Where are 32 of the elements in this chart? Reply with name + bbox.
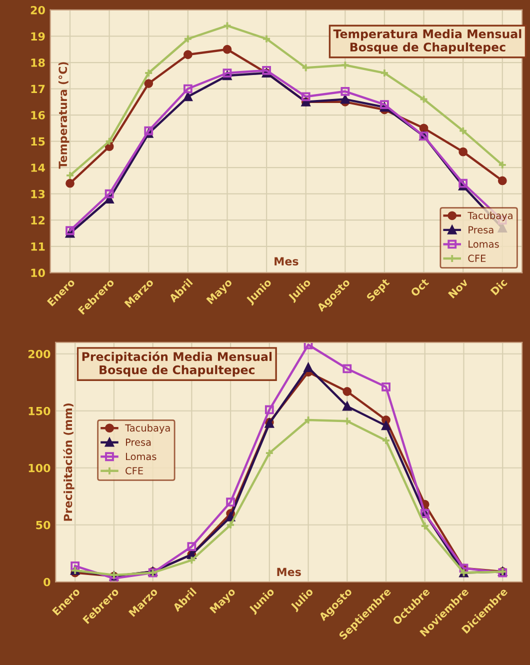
y-tick-label: 13 <box>31 190 45 198</box>
y-axis-title: Temperatura (°C) <box>58 62 70 169</box>
legend-label: Presa <box>126 438 151 446</box>
y-tick-label: 16 <box>31 111 45 120</box>
x-tick-label: Oct <box>410 278 430 297</box>
legend-label: Tacubaya <box>125 424 170 434</box>
y-tick-label: 150 <box>28 406 50 416</box>
y-tick-label: 15 <box>31 137 45 146</box>
legend-label: Lomas <box>468 240 499 248</box>
legend-label: Lomas <box>126 452 156 460</box>
y-tick-label: 19 <box>31 32 45 41</box>
y-tick-label: 17 <box>31 84 45 93</box>
legend-label: Presa <box>468 226 494 234</box>
y-tick-label: 12 <box>31 216 45 224</box>
y-tick-label: 11 <box>31 242 45 251</box>
y-tick-label: 50 <box>36 520 50 530</box>
x-axis-title: Mes <box>277 568 301 576</box>
y-axis-title: Precipitación (mm) <box>63 404 74 521</box>
y-tick-label: 100 <box>28 464 50 472</box>
x-axis-title: Mes <box>274 257 298 266</box>
legend-label: CFE <box>468 254 486 262</box>
x-tick-label: Dic <box>490 278 508 296</box>
y-tick-label: 10 <box>31 268 45 278</box>
text: Temperatura Media Mensual Bosque de Chapultepec <box>333 29 522 54</box>
legend-label: Tacubaya <box>468 212 512 222</box>
y-tick-label: 18 <box>31 58 45 67</box>
y-tick-label: 200 <box>28 350 50 358</box>
y-tick-label: 0 <box>44 578 50 586</box>
y-tick-label: 14 <box>31 164 45 172</box>
y-tick-label: 20 <box>30 6 45 14</box>
legend-label: CFE <box>126 467 143 474</box>
text: Precipitación Media Mensual Bosque de Chapultepec <box>82 351 272 377</box>
